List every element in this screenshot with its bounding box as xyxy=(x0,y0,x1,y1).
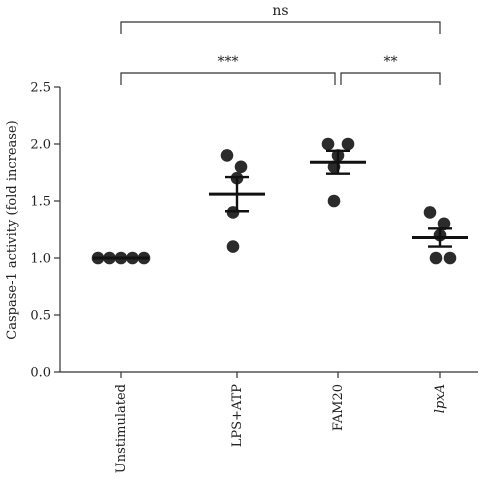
data-point xyxy=(226,240,240,253)
axes: 0.0 0.5 1.0 1.5 2.0 2.5 Unstimulated LPS+ATP FAM… xyxy=(30,81,478,473)
x-tick-label: FAM20 xyxy=(331,384,346,431)
data-point xyxy=(220,149,234,162)
x-tick-label: Unstimulated xyxy=(114,384,129,473)
significance-bracket xyxy=(120,21,441,34)
data-marks xyxy=(91,137,468,265)
significance-label: *** xyxy=(218,54,239,70)
y-tick-label: 1.5 xyxy=(30,195,51,210)
y-tick-label: 1.0 xyxy=(30,252,51,267)
data-point xyxy=(341,137,355,151)
data-point xyxy=(234,160,248,174)
significance-bracket xyxy=(340,72,441,85)
data-point xyxy=(321,137,335,151)
significance-label: ** xyxy=(384,54,398,70)
x-tick-label: lpxA xyxy=(433,384,448,413)
x-tick-label: LPS+ATP xyxy=(230,384,245,448)
y-tick-label: 2.5 xyxy=(30,81,51,96)
y-tick-label: 0.5 xyxy=(30,309,51,324)
data-point xyxy=(327,194,341,208)
data-point xyxy=(429,251,443,265)
significance-label: ns xyxy=(272,3,288,19)
data-point xyxy=(437,217,451,231)
y-tick-label: 0.0 xyxy=(30,366,51,381)
y-tick-label: 2.0 xyxy=(30,138,51,153)
significance-bracket xyxy=(120,72,336,85)
data-point xyxy=(443,251,457,265)
y-axis-label: Caspase-1 activity (fold increase) xyxy=(5,120,20,339)
data-point xyxy=(423,206,437,219)
significance-annotations: ns*** ** xyxy=(120,3,441,85)
